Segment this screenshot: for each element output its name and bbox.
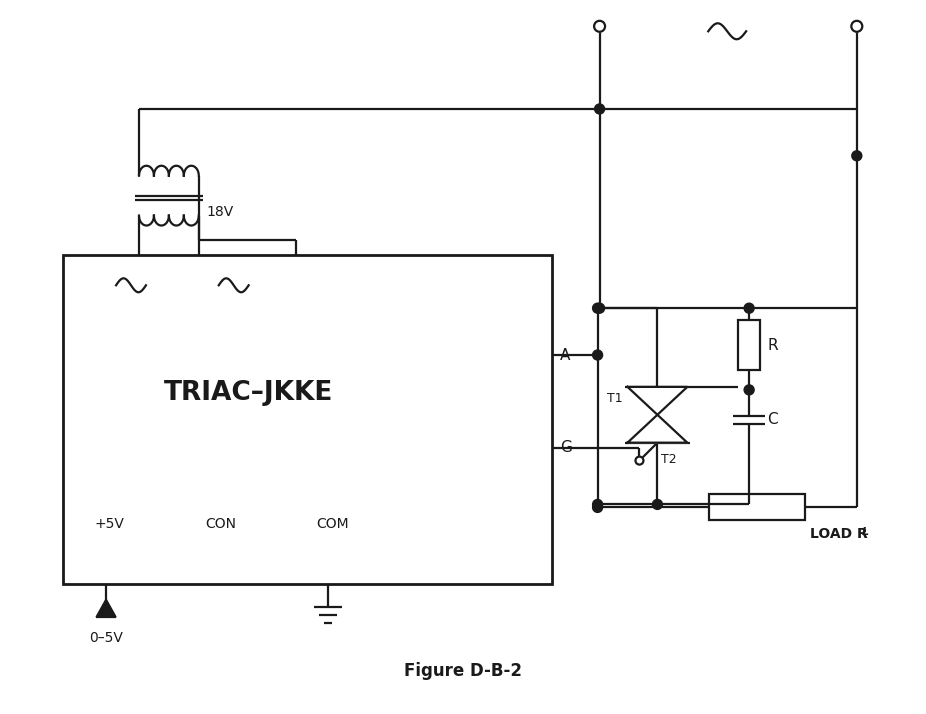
- Circle shape: [745, 303, 754, 313]
- Text: +5V: +5V: [94, 518, 124, 531]
- Circle shape: [852, 151, 862, 161]
- Text: R: R: [767, 338, 778, 353]
- Polygon shape: [628, 415, 687, 443]
- Circle shape: [745, 385, 754, 395]
- Text: Figure D-B-2: Figure D-B-2: [404, 662, 522, 680]
- Circle shape: [635, 457, 644, 465]
- Bar: [709, 495, 805, 521]
- Circle shape: [594, 303, 605, 313]
- Circle shape: [594, 104, 605, 114]
- Text: LOAD R: LOAD R: [810, 528, 868, 541]
- Text: 0–5V: 0–5V: [89, 631, 123, 645]
- Text: C: C: [767, 412, 778, 427]
- Text: G: G: [559, 440, 571, 455]
- Circle shape: [593, 503, 603, 513]
- Text: T2: T2: [661, 453, 677, 466]
- Bar: [63, 256, 552, 584]
- Polygon shape: [96, 599, 116, 617]
- Circle shape: [593, 303, 603, 313]
- Text: TRIAC–JKKE: TRIAC–JKKE: [164, 381, 333, 406]
- Text: T1: T1: [607, 392, 622, 405]
- Circle shape: [593, 500, 603, 509]
- Text: COM: COM: [316, 518, 349, 531]
- Text: 18V: 18V: [206, 205, 234, 218]
- Polygon shape: [628, 387, 687, 415]
- Circle shape: [593, 350, 603, 360]
- Text: L: L: [862, 528, 869, 538]
- Circle shape: [851, 21, 862, 31]
- Text: CON: CON: [206, 518, 236, 531]
- Circle shape: [594, 21, 605, 31]
- Text: A: A: [559, 348, 570, 363]
- Circle shape: [653, 500, 662, 509]
- Bar: [738, 320, 760, 370]
